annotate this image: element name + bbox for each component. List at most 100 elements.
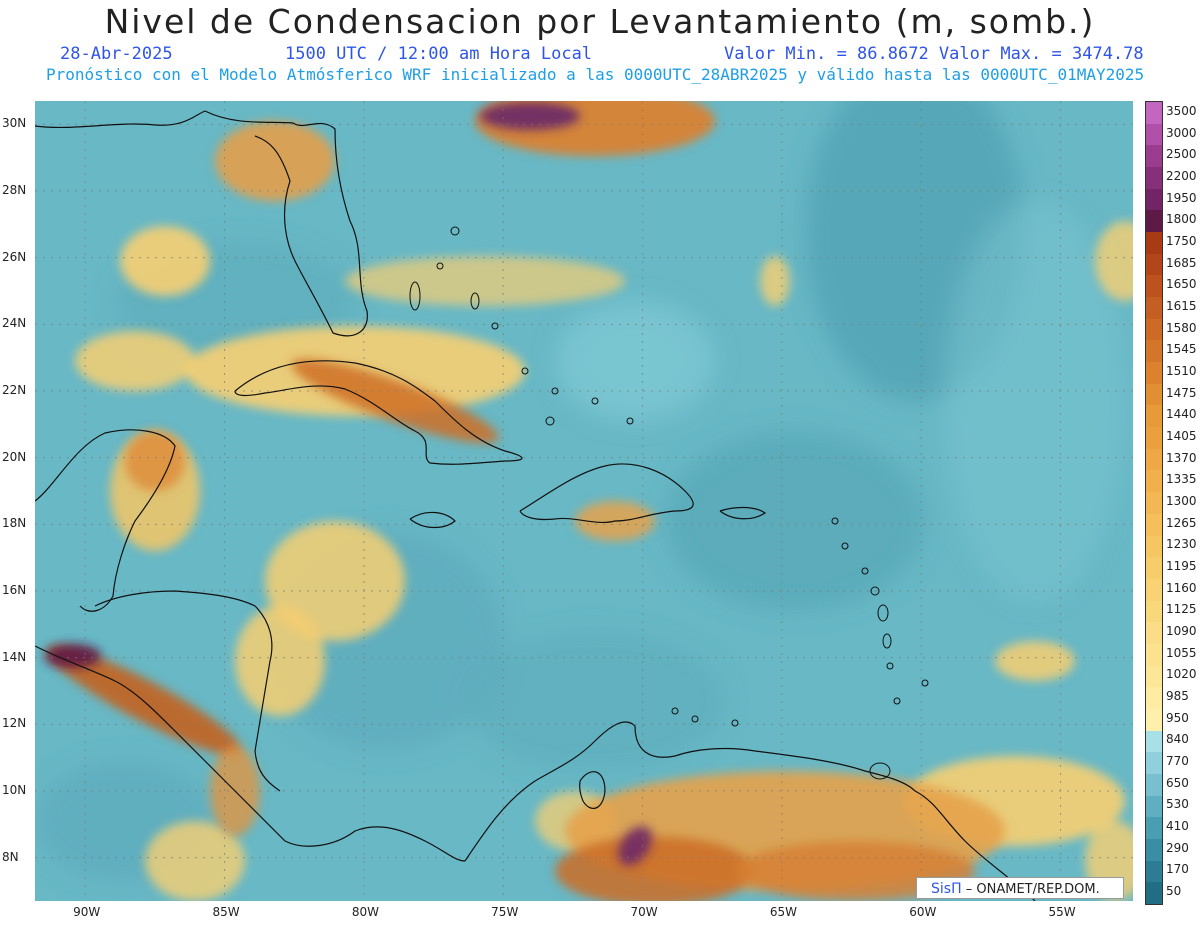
colorbar-swatch xyxy=(1146,275,1162,298)
colorbar-swatch xyxy=(1146,470,1162,493)
colorbar-level-label: 50 xyxy=(1166,884,1182,899)
colorbar-swatch xyxy=(1146,123,1162,146)
colorbar-level-label: 1545 xyxy=(1166,342,1197,357)
colorbar-swatch xyxy=(1146,535,1162,558)
colorbar-swatch xyxy=(1146,687,1162,710)
colorbar-swatch xyxy=(1146,860,1162,883)
colorbar-level-label: 1800 xyxy=(1166,212,1197,227)
colorbar-level-label: 1265 xyxy=(1166,515,1197,530)
island xyxy=(491,322,499,330)
colorbar-level-label: 1230 xyxy=(1166,537,1197,552)
forecast-time: 1500 UTC / 12:00 am Hora Local xyxy=(285,44,593,64)
colorbar-level-label: 1370 xyxy=(1166,450,1197,465)
south-america-coast xyxy=(464,721,1036,901)
colorbar-swatch xyxy=(1146,752,1162,775)
colorbar-level-label: 1195 xyxy=(1166,559,1197,574)
central-america-caribbean-coast xyxy=(94,590,281,792)
latitude-tick-label: 10N xyxy=(2,783,27,797)
colorbar-level-label: 3000 xyxy=(1166,125,1197,140)
island xyxy=(921,679,929,687)
island xyxy=(731,719,739,727)
purple-lcl-peaks xyxy=(45,102,653,866)
colorbar-swatch xyxy=(1146,817,1162,840)
longitude-tick-label: 65W xyxy=(769,905,797,919)
colorbar-swatch xyxy=(1146,427,1162,450)
colorbar-swatch xyxy=(1146,643,1162,667)
colorbar-swatch xyxy=(1146,622,1162,645)
colorbar-swatch xyxy=(1146,665,1162,688)
colorbar-swatch xyxy=(1146,492,1162,515)
island xyxy=(882,633,892,649)
colorbar-swatch xyxy=(1146,232,1162,255)
colorbar-swatch xyxy=(1146,102,1162,125)
latitude-tick-label: 30N xyxy=(2,116,27,131)
us-gulf-coast xyxy=(35,110,206,128)
colorbar-level-label: 1510 xyxy=(1166,363,1197,378)
colorbar-swatch xyxy=(1146,773,1162,797)
colorbar-swatch xyxy=(1146,362,1162,385)
longitude-tick-label: 75W xyxy=(491,905,519,919)
colorbar-level-label: 985 xyxy=(1166,689,1189,704)
island xyxy=(436,262,444,270)
latitude-tick-label: 12N xyxy=(2,716,27,731)
latitude-tick-label: 14N xyxy=(2,649,27,664)
colorbar-swatch xyxy=(1146,297,1162,320)
colorbar-swatch xyxy=(1146,600,1162,623)
colorbar-level-label: 770 xyxy=(1166,754,1189,769)
colorbar-swatch xyxy=(1146,145,1162,168)
islands xyxy=(409,226,929,780)
latitude-tick-label: 28N xyxy=(2,183,27,197)
colorbar-level-label: 1685 xyxy=(1166,255,1197,270)
jamaica-coast xyxy=(409,511,456,529)
cuba-coast xyxy=(234,360,523,465)
central-america-coast xyxy=(35,645,466,862)
colorbar-level-label: 840 xyxy=(1166,732,1189,747)
coastlines xyxy=(35,110,1036,901)
colorbar-swatch xyxy=(1146,318,1162,341)
latitude-tick-label: 20N xyxy=(2,449,27,464)
colorbar-level-label: 1125 xyxy=(1166,602,1197,617)
island xyxy=(869,762,891,780)
colorbar-swatch xyxy=(1146,578,1162,602)
island xyxy=(831,517,839,525)
latitude-tick-label: 24N xyxy=(2,316,27,331)
credit-box: SisΠ – ONAMET/REP.DOM. xyxy=(916,877,1124,899)
colorbar-swatch xyxy=(1146,210,1162,233)
colorbar-swatch xyxy=(1146,708,1162,732)
island xyxy=(409,281,421,311)
orange-lcl-regions xyxy=(47,101,1005,901)
colorbar-swatch xyxy=(1146,795,1162,818)
island xyxy=(671,707,679,715)
colorbar-swatch xyxy=(1146,405,1162,428)
longitude-tick-label: 60W xyxy=(909,905,937,919)
latitude-tick-label: 22N xyxy=(2,383,27,397)
lat-lon-grid xyxy=(35,101,1133,901)
lcl-map xyxy=(35,101,1133,901)
colorbar-level-label: 1650 xyxy=(1166,277,1197,292)
latitude-tick-label: 18N xyxy=(2,516,27,531)
colorbar-level-label: 2500 xyxy=(1166,147,1197,162)
colorbar-swatch xyxy=(1146,882,1162,905)
island xyxy=(861,567,869,575)
longitude-tick-label: 70W xyxy=(630,905,658,919)
colorbar-swatch xyxy=(1146,838,1162,862)
colorbar-level-label: 1300 xyxy=(1166,494,1197,508)
island xyxy=(551,387,559,395)
latitude-tick-label: 16N xyxy=(2,583,27,597)
min-max-values: Valor Min. = 86.8672 Valor Max. = 3474.7… xyxy=(724,44,1144,64)
latitude-tick-label: 8N xyxy=(2,849,19,864)
credit-text: – ONAMET/REP.DOM. xyxy=(965,882,1100,897)
island xyxy=(545,416,555,426)
longitude-tick-label: 85W xyxy=(212,905,240,919)
colorbar-level-label: 410 xyxy=(1166,819,1189,834)
island xyxy=(877,604,889,622)
colorbar-level-label: 290 xyxy=(1166,840,1189,855)
colorbar-level-label: 3500 xyxy=(1166,103,1197,118)
colorbar-level-label: 1475 xyxy=(1166,385,1197,400)
colorbar-level-label: 1055 xyxy=(1166,645,1197,660)
longitude-tick-label: 90W xyxy=(73,905,101,919)
florida-coast xyxy=(204,110,368,337)
colorbar xyxy=(1145,101,1163,905)
colorbar-level-label: 1615 xyxy=(1166,298,1197,313)
colorbar-level-label: 170 xyxy=(1166,862,1189,877)
